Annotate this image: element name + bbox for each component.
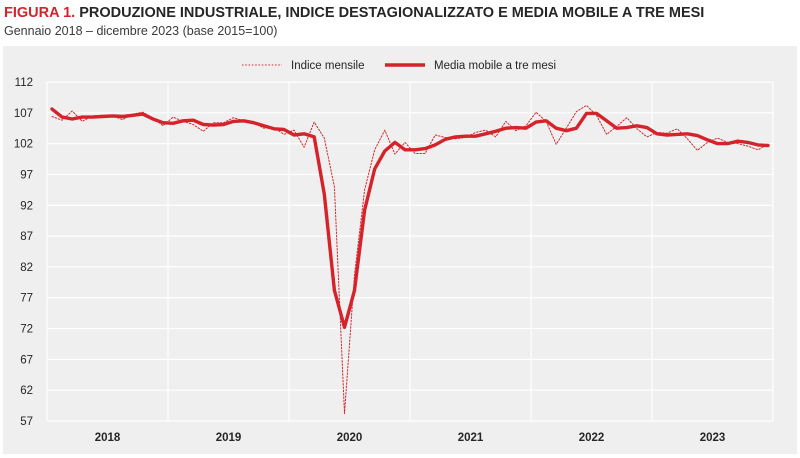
series-line-media-mobile xyxy=(50,107,770,329)
y-tick-label: 102 xyxy=(14,139,33,151)
x-tick-label: 2022 xyxy=(579,432,605,444)
y-tick-label: 97 xyxy=(20,169,33,181)
legend: Indice mensile Media mobile a tre mesi xyxy=(224,54,570,76)
y-tick-label: 107 xyxy=(14,108,33,120)
y-tick-label: 82 xyxy=(20,262,33,274)
series-lines xyxy=(50,104,770,415)
legend-label: Indice mensile xyxy=(291,60,365,72)
x-axis: 2018 2019 2020 2021 2022 2023 xyxy=(95,432,726,444)
y-tick-label: 77 xyxy=(20,293,33,305)
legend-label: Media mobile a tre mesi xyxy=(434,60,556,72)
y-axis: 57 62 67 72 77 82 87 92 97 102 107 112 xyxy=(14,77,33,428)
y-tick-label: 112 xyxy=(15,77,33,89)
y-tick-label: 62 xyxy=(20,385,33,397)
grid-lines xyxy=(46,81,774,422)
chart-title: FIGURA 1. PRODUZIONE INDUSTRIALE, INDICE… xyxy=(4,5,704,21)
y-tick-label: 57 xyxy=(20,416,33,428)
figure-label: FIGURA 1. xyxy=(4,5,76,21)
chart-subtitle: Gennaio 2018 – dicembre 2023 (base 2015=… xyxy=(4,24,278,38)
x-tick-label: 2021 xyxy=(458,432,484,444)
y-tick-label: 67 xyxy=(20,354,33,366)
y-tick-label: 72 xyxy=(20,324,33,336)
y-tick-label: 92 xyxy=(20,200,33,212)
y-tick-label: 87 xyxy=(20,231,33,243)
x-tick-label: 2023 xyxy=(700,432,726,444)
x-tick-label: 2020 xyxy=(337,432,363,444)
x-tick-label: 2018 xyxy=(95,432,121,444)
series-line-indice-mensile xyxy=(51,104,769,415)
figure-title: PRODUZIONE INDUSTRIALE, INDICE DESTAGION… xyxy=(79,5,705,21)
x-tick-label: 2019 xyxy=(216,432,242,444)
